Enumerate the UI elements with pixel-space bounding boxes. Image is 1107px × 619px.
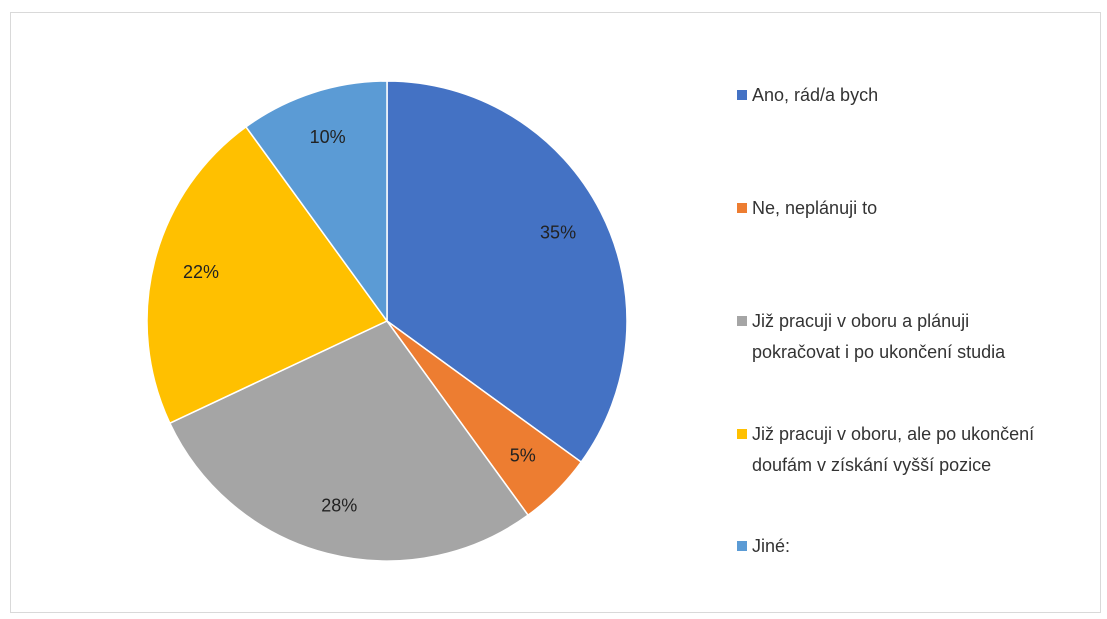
pie-slice bbox=[386, 80, 628, 464]
chart-border bbox=[10, 12, 1101, 613]
pie-slice bbox=[244, 80, 388, 324]
legend-swatch bbox=[737, 203, 747, 213]
legend-label: Ne, neplánuji to bbox=[752, 198, 878, 218]
legend-item: Již pracuji v oboru, ale po ukončení dou… bbox=[737, 419, 1047, 481]
legend-label: Již pracuji v oboru, ale po ukončení dou… bbox=[752, 424, 1035, 475]
data-label: 5% bbox=[510, 446, 536, 466]
legend-item: Již pracuji v oboru a plánuji pokračovat… bbox=[737, 306, 1047, 368]
legend-label: Již pracuji v oboru a plánuji pokračovat… bbox=[752, 311, 1006, 362]
pie-slice bbox=[168, 320, 530, 562]
legend-item: Ne, neplánuji to bbox=[737, 193, 1047, 224]
legend-swatch bbox=[737, 429, 747, 439]
data-label: 35% bbox=[540, 223, 576, 243]
pie-slice bbox=[146, 125, 389, 425]
data-label: 10% bbox=[310, 127, 346, 147]
data-label: 22% bbox=[183, 262, 219, 282]
legend-swatch bbox=[737, 316, 747, 326]
legend-label: Ano, rád/a bych bbox=[752, 85, 879, 105]
legend-item: Jiné: bbox=[737, 531, 1047, 562]
legend-item: Ano, rád/a bych bbox=[737, 80, 1047, 111]
legend-swatch bbox=[737, 90, 747, 100]
legend-swatch bbox=[737, 541, 747, 551]
data-label: 28% bbox=[321, 496, 357, 516]
legend-label: Jiné: bbox=[752, 536, 791, 556]
